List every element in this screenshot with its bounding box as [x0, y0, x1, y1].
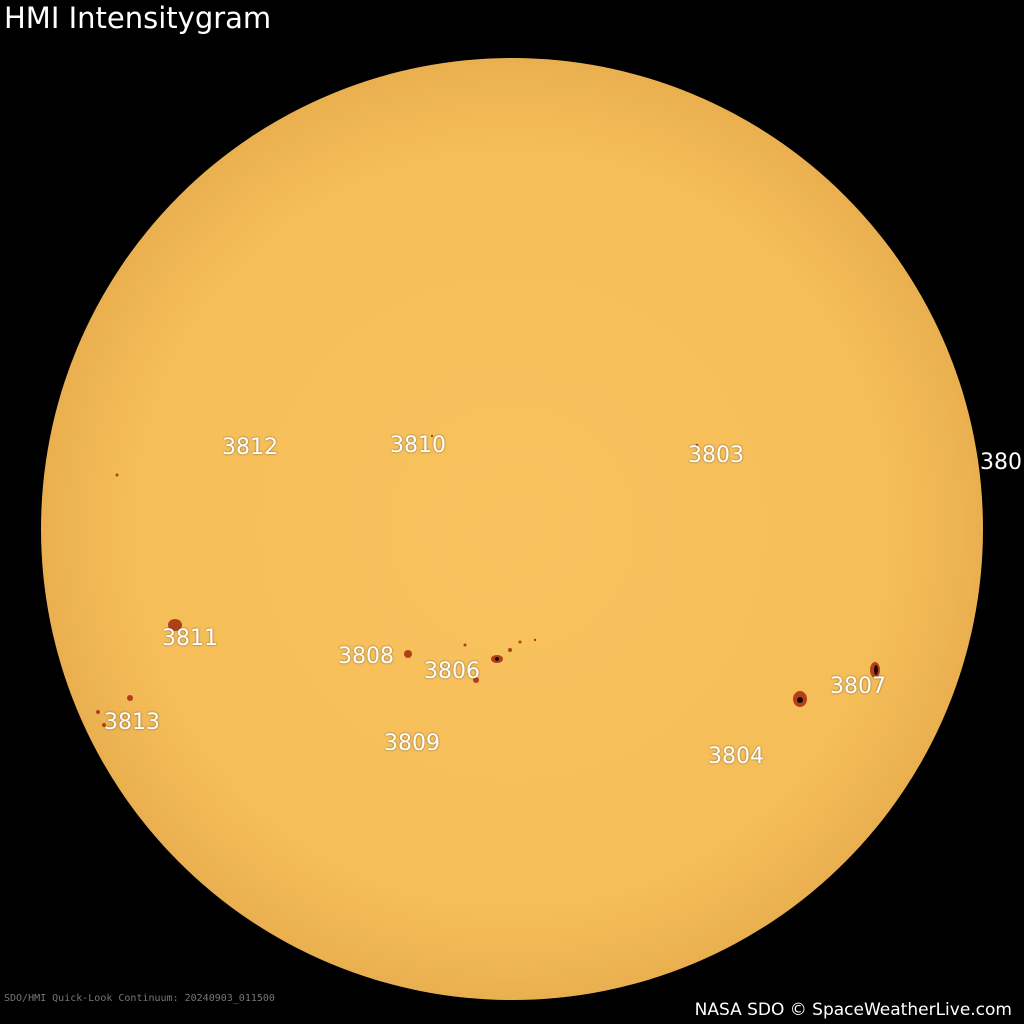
region-label: 380	[980, 450, 1022, 475]
region-label: 3804	[708, 744, 764, 769]
umbrae	[495, 657, 878, 703]
source-caption: SDO/HMI Quick-Look Continuum: 20240903_0…	[4, 993, 275, 1004]
title: HMI Intensitygram	[4, 1, 272, 35]
region-label: 3812	[222, 435, 278, 460]
region-label: 3809	[384, 731, 440, 756]
region-label: 3803	[688, 443, 744, 468]
region-label: 3810	[390, 433, 446, 458]
sun-disk	[41, 58, 983, 1000]
region-label: 3811	[162, 626, 218, 651]
region-label: 3813	[104, 710, 160, 735]
region-label: 3807	[830, 674, 886, 699]
region-label: 3806	[424, 659, 480, 684]
region-label: 3808	[338, 644, 394, 669]
credit: NASA SDO © SpaceWeatherLive.com	[694, 1000, 1012, 1020]
